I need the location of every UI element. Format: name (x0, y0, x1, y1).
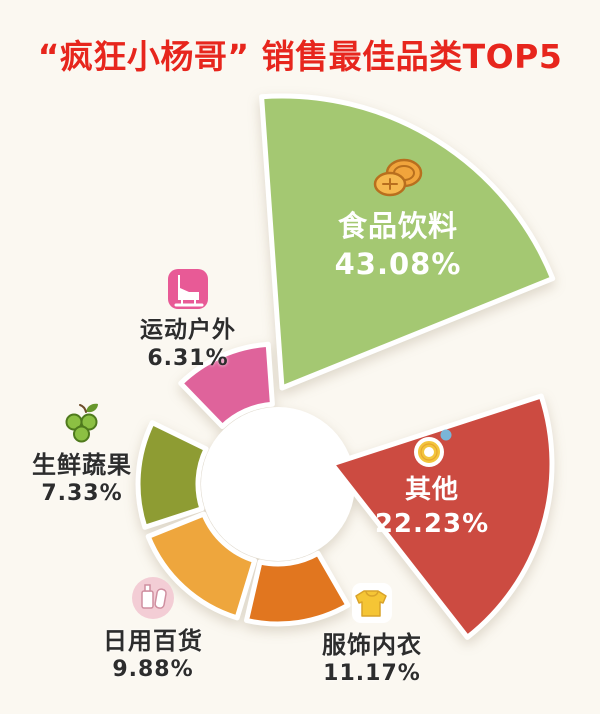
segment-name: 服饰内衣 (322, 631, 422, 659)
pie-segment-6 (178, 341, 275, 429)
segment-percent: 6.31% (147, 345, 229, 371)
segment-percent: 43.08% (334, 247, 462, 282)
pie-segment-1 (259, 93, 556, 391)
label-sports-outdoor: 运动户外 6.31% (98, 266, 278, 372)
segment-percent: 7.33% (41, 481, 123, 506)
pie-segment-3 (244, 550, 351, 627)
label-fresh-produce: 生鲜蔬果 7.33% (0, 400, 172, 508)
food-drink-icon (371, 150, 425, 204)
donut-float-icon (410, 426, 454, 470)
segment-percent: 22.23% (374, 508, 490, 539)
segment-name: 日用百货 (103, 627, 203, 655)
grapes-icon (59, 400, 105, 446)
label-other: 其他 22.23% (346, 426, 518, 540)
segment-name: 运动户外 (140, 317, 236, 343)
segment-percent: 9.88% (112, 657, 194, 682)
label-clothing-underwear: 服饰内衣 11.17% (282, 580, 462, 688)
toiletries-icon (129, 574, 177, 622)
donut-hole (201, 407, 355, 561)
sweater-icon (349, 580, 395, 626)
label-food-drink: 食品饮料 43.08% (308, 150, 488, 283)
pie-segment-2 (329, 393, 555, 640)
ice-skate-icon (165, 266, 211, 312)
segment-name: 生鲜蔬果 (32, 451, 132, 479)
page-title: “疯狂小杨哥” 销售最佳品类TOP5 (37, 37, 563, 76)
segment-name: 食品饮料 (337, 209, 458, 243)
segment-name: 其他 (404, 475, 459, 505)
pie-segment-4 (145, 511, 258, 621)
pie-segment-5 (135, 420, 209, 530)
label-daily-goods: 日用百货 9.88% (63, 574, 243, 684)
segment-percent: 11.17% (323, 661, 421, 686)
